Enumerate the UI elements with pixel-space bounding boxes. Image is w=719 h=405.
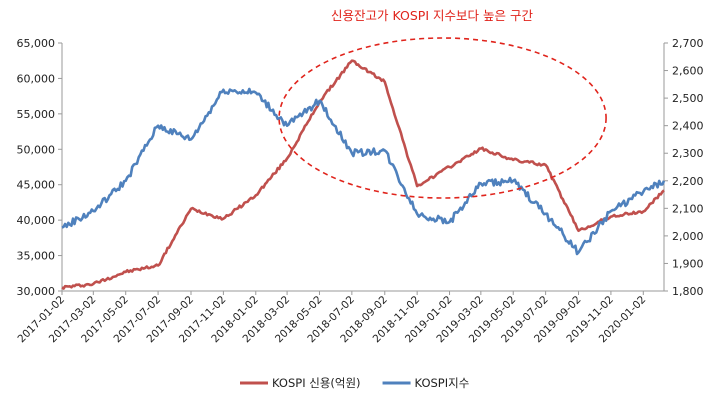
chart-title: 신용잔고가 KOSPI 지수보다 높은 구간 — [331, 8, 533, 23]
right-tick-label: 2,600 — [672, 65, 704, 78]
right-tick-label: 2,300 — [672, 147, 704, 160]
right-tick-label: 2,100 — [672, 202, 704, 215]
right-tick-label: 2,000 — [672, 230, 704, 243]
right-tick-label: 2,400 — [672, 120, 704, 133]
left-tick-label: 30,000 — [17, 285, 56, 298]
highlight-dashed-ellipse — [278, 37, 607, 199]
left-tick-label: 50,000 — [17, 143, 56, 156]
right-tick-label: 2,500 — [672, 92, 704, 105]
tick-labels: 30,000 35,000 40,000 45,000 50,000 55,000 60,0… — [15, 37, 703, 345]
right-tick-label: 2,700 — [672, 37, 704, 50]
series-line-credit — [61, 59, 665, 290]
left-tick-label: 60,000 — [17, 72, 56, 85]
series-line-kospi — [61, 87, 666, 256]
right-tick-label: 2,200 — [672, 175, 704, 188]
legend: KOSPI 신용(억원) KOSPI지수 — [240, 376, 469, 390]
series-lines — [61, 59, 666, 290]
left-tick-label: 65,000 — [17, 37, 56, 50]
axes — [58, 42, 668, 295]
left-tick-label: 35,000 — [17, 250, 56, 263]
legend-label-credit: KOSPI 신용(억원) — [272, 376, 361, 390]
left-tick-label: 55,000 — [17, 108, 56, 121]
legend-label-kospi: KOSPI지수 — [415, 376, 470, 390]
left-tick-label: 40,000 — [17, 214, 56, 227]
annotation — [278, 37, 607, 199]
right-tick-label: 1,900 — [672, 257, 704, 270]
right-tick-label: 1,800 — [672, 285, 704, 298]
left-tick-label: 45,000 — [17, 179, 56, 192]
